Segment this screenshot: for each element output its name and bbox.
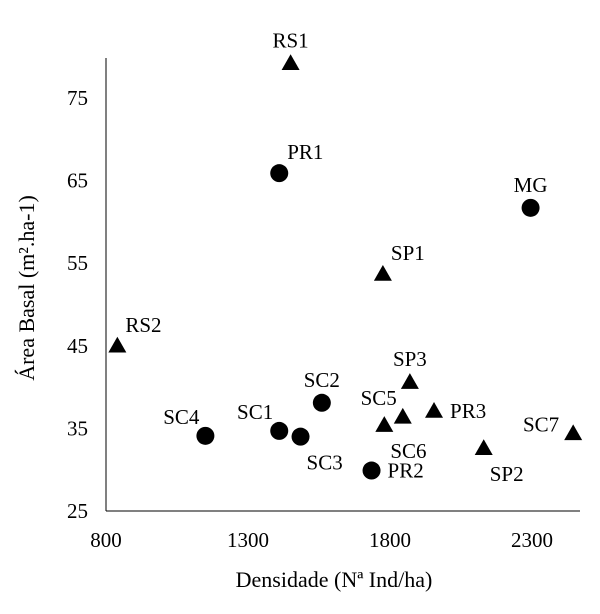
circle-marker	[312, 393, 331, 412]
point-label: SC4	[163, 405, 200, 429]
circle-marker	[196, 426, 215, 445]
triangle-marker	[393, 407, 412, 424]
triangle-marker	[425, 402, 444, 418]
point-label: MG	[514, 173, 548, 197]
point-label: RS1	[273, 28, 309, 52]
point-label: PR1	[287, 140, 323, 164]
y-tick-label: 55	[67, 251, 88, 275]
triangle-marker	[474, 439, 493, 455]
circle-marker	[291, 427, 310, 446]
triangle-marker	[400, 373, 419, 389]
x-tick-label: 1300	[227, 528, 269, 552]
point-label: SC1	[237, 400, 273, 424]
triangle-marker	[564, 424, 583, 441]
x-tick-label: 1800	[369, 528, 411, 552]
triangle-marker	[281, 54, 300, 71]
x-axis-title: Densidade (Nª Ind/ha)	[236, 567, 433, 592]
x-tick-label: 2300	[511, 528, 553, 552]
point-labels: RS1 PR1 MG SP1 RS2 SP3 SC2 PR3 SC5 SC6 SC7 SC1 SC4 SC…	[125, 28, 559, 486]
x-tick-labels: 800 1300 1800 2300	[90, 528, 553, 552]
point-label: SC6	[390, 439, 426, 463]
point-label: PR2	[388, 459, 424, 483]
triangle-marker	[108, 336, 127, 353]
point-label: RS2	[125, 313, 161, 337]
y-tick-label: 65	[67, 169, 88, 193]
y-tick-labels: 25 35 45 55 65 75	[67, 86, 88, 523]
y-tick-label: 75	[67, 86, 88, 110]
data-points	[108, 54, 583, 480]
point-label: SC7	[523, 412, 559, 436]
triangle-marker	[375, 416, 394, 432]
point-label: SP3	[393, 347, 427, 371]
point-label: SP2	[490, 462, 524, 486]
point-label: SC2	[304, 368, 340, 392]
point-label: SP1	[391, 241, 425, 265]
y-tick-label: 25	[67, 499, 88, 523]
circle-marker	[521, 198, 540, 217]
circle-marker	[362, 461, 381, 480]
triangle-marker	[373, 264, 392, 281]
circle-marker	[270, 421, 289, 440]
y-tick-label: 45	[67, 334, 88, 358]
y-axis-title: Área Basal (m².ha-1)	[14, 195, 39, 381]
x-tick-label: 800	[90, 528, 122, 552]
point-label: PR3	[450, 399, 486, 423]
point-label: SC5	[361, 386, 397, 410]
y-tick-label: 35	[67, 416, 88, 440]
circle-marker	[270, 164, 289, 183]
point-label: SC3	[307, 451, 343, 475]
